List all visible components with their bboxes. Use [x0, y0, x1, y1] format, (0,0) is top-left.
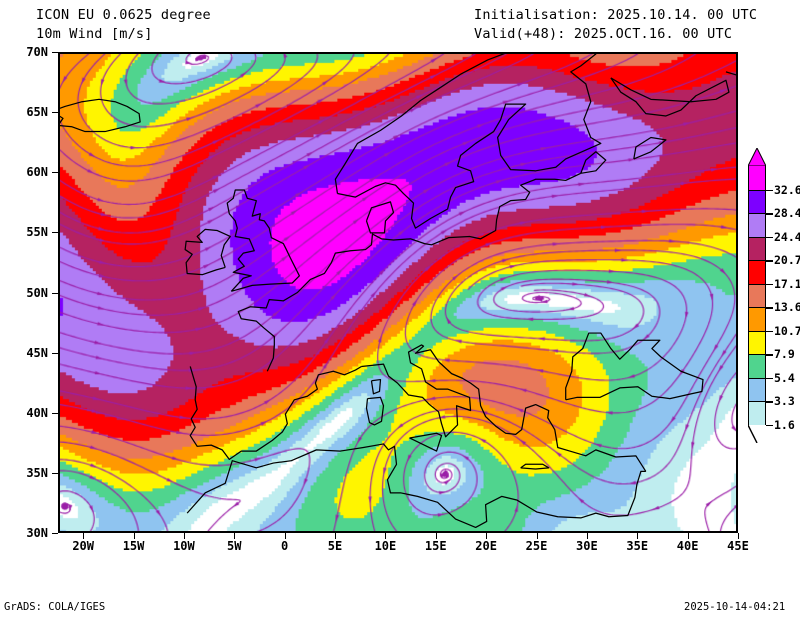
model-title: ICON EU 0.0625 degree: [36, 7, 211, 23]
colorbar-segment: [748, 283, 766, 307]
colorbar-segment: [748, 401, 766, 425]
colorbar-segment: [748, 260, 766, 284]
x-axis-tick: [536, 533, 538, 539]
x-axis-label: 35E: [626, 539, 649, 553]
y-axis-tick: [52, 533, 58, 534]
colorbar-tick-mark: [766, 424, 773, 426]
x-axis-label: 10W: [173, 539, 195, 553]
colorbar-over-arrow: [747, 146, 767, 167]
colorbar-tick-mark: [766, 401, 773, 403]
valid-time: Valid(+48): 2025.OCT.16. 00 UTC: [474, 26, 733, 42]
x-axis-label: 15E: [424, 539, 447, 553]
colorbar: 32.6 28.4 24.4 20.7 17.1 13.6 10.7 7.9 5.4 3.3 1.6: [746, 146, 800, 443]
x-axis-tick: [234, 533, 236, 539]
colorbar-tick-label: 20.7: [774, 253, 800, 267]
y-axis-label: 55N: [26, 225, 48, 240]
coastline-layer: [60, 54, 736, 529]
colorbar-tick-label: 1.6: [774, 417, 795, 432]
colorbar-tick-mark: [766, 283, 773, 285]
x-axis-label: 15W: [122, 539, 145, 553]
x-axis-tick: [335, 533, 337, 539]
x-axis-tick: [183, 533, 185, 539]
x-axis-label: 5W: [227, 539, 242, 553]
colorbar-tick-label: 28.4: [774, 206, 800, 220]
y-axis-label: 65N: [26, 105, 48, 120]
map-plot-area: [58, 52, 738, 533]
colorbar-tick-label: 13.6: [774, 300, 800, 314]
x-axis-tick: [637, 533, 639, 539]
colorbar-tick-label: 24.4: [774, 229, 800, 244]
colorbar-tick-mark: [766, 330, 773, 332]
colorbar-segment: [748, 330, 766, 354]
x-axis-tick: [738, 533, 739, 539]
x-axis-tick: [284, 533, 286, 539]
x-axis-tick: [586, 533, 588, 539]
y-axis-label: 30N: [26, 526, 48, 540]
x-axis-label: 0: [281, 539, 289, 553]
y-axis-label: 60N: [26, 165, 48, 180]
y-axis-label: 50N: [26, 285, 48, 300]
colorbar-tick-mark: [766, 189, 773, 191]
colorbar-segment: [748, 377, 766, 401]
colorbar-segment: [748, 213, 766, 237]
x-axis-label: 45E: [727, 539, 749, 553]
x-axis-label: 10E: [374, 539, 397, 553]
y-axis-label: 45N: [26, 345, 48, 360]
x-axis-tick: [687, 533, 689, 539]
colorbar-segment: [748, 189, 766, 213]
colorbar-segment: [748, 166, 766, 190]
colorbar-segment: [748, 354, 766, 378]
colorbar-segment: [748, 236, 766, 260]
x-axis-label: 5E: [327, 539, 343, 553]
colorbar-tick-label: 7.9: [774, 347, 795, 361]
producer-credit: GrADS: COLA/IGES: [4, 601, 106, 613]
colorbar-tick-label: 10.7: [774, 323, 800, 338]
colorbar-tick-mark: [766, 260, 773, 262]
y-axis-label: 35N: [26, 465, 48, 480]
x-axis-label: 40E: [676, 539, 699, 553]
x-axis-tick: [133, 533, 135, 539]
y-axis-tick: [52, 52, 58, 53]
variable-title: 10m Wind [m/s]: [36, 26, 153, 42]
colorbar-segment: [748, 307, 766, 331]
y-axis-tick: [52, 292, 58, 294]
x-axis-label: 30E: [576, 539, 598, 553]
colorbar-tick-mark: [766, 236, 773, 238]
colorbar-tick-mark: [766, 213, 773, 215]
colorbar-segments: [748, 166, 766, 425]
colorbar-under-tail: [747, 424, 766, 443]
y-axis-tick: [52, 472, 58, 474]
render-timestamp: 2025-10-14-04:21: [684, 601, 786, 613]
colorbar-tick-label: 3.3: [774, 394, 795, 408]
x-axis-tick: [385, 533, 387, 539]
y-axis-tick: [52, 412, 58, 414]
colorbar-tick-label: 32.6: [774, 182, 800, 197]
header-right-block: Initialisation: 2025.10.14. 00 UTC Valid…: [474, 6, 757, 44]
y-axis-label: 40N: [26, 405, 48, 420]
y-axis-tick: [52, 172, 58, 174]
colorbar-tick-label: 17.1: [774, 276, 800, 291]
y-axis-label: 70N: [26, 45, 48, 59]
x-axis-tick: [486, 533, 488, 539]
x-axis-label: 20E: [475, 539, 497, 553]
y-axis-tick: [52, 232, 58, 234]
x-axis-label: 20W: [72, 539, 95, 553]
x-axis-tick: [435, 533, 437, 539]
map-frame: [58, 52, 738, 533]
colorbar-tick-label: 5.4: [774, 370, 795, 385]
y-axis-tick: [52, 352, 58, 354]
x-axis-tick: [83, 533, 85, 539]
y-axis-tick: [52, 112, 58, 114]
colorbar-tick-mark: [766, 354, 773, 356]
colorbar-tick-mark: [766, 377, 773, 379]
x-axis-label: 25E: [525, 539, 548, 553]
header-left-block: ICON EU 0.0625 degree 10m Wind [m/s]: [36, 6, 211, 44]
colorbar-tick-mark: [766, 307, 773, 309]
wind-streamline-layer: [60, 54, 736, 531]
initialisation-time: Initialisation: 2025.10.14. 00 UTC: [474, 7, 758, 23]
